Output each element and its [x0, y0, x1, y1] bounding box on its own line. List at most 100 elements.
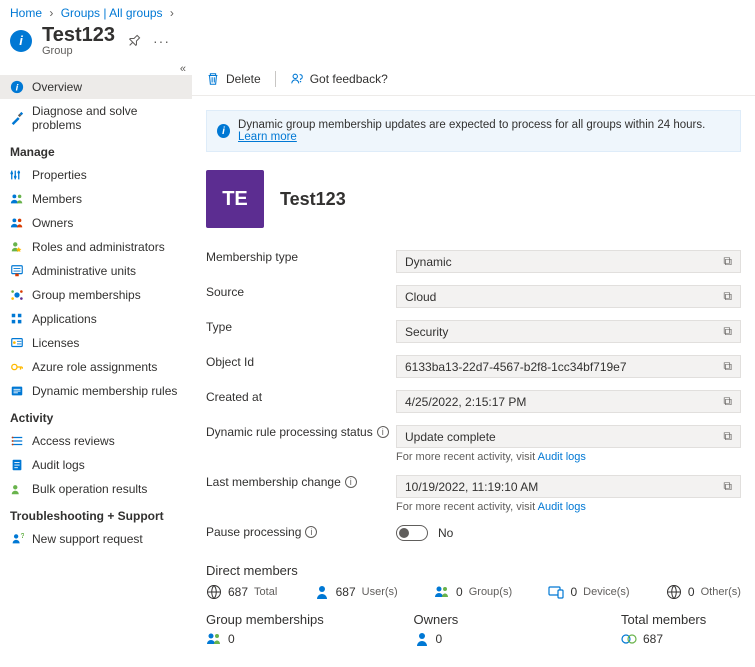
toolbar: Delete Got feedback?: [192, 63, 755, 96]
sidebar-item-bulk-results[interactable]: Bulk operation results: [0, 477, 192, 501]
sidebar-item-azure-roles[interactable]: Azure role assignments: [0, 355, 192, 379]
hint-icon[interactable]: i: [345, 476, 357, 488]
copy-icon[interactable]: ⧉: [723, 429, 732, 444]
banner-learn-more-link[interactable]: Learn more: [238, 131, 297, 143]
copy-icon[interactable]: ⧉: [723, 479, 732, 494]
sidebar-item-admin-units[interactable]: Administrative units: [0, 259, 192, 283]
dynamic-rules-icon: [10, 384, 24, 398]
sidebar-item-diagnose[interactable]: Diagnose and solve problems: [0, 99, 192, 137]
feedback-button[interactable]: Got feedback?: [290, 72, 388, 86]
group-icon: [434, 584, 450, 600]
field-value: 10/19/2022, 11:19:10 AM: [405, 480, 538, 494]
device-icon: [548, 584, 564, 600]
sidebar-item-properties[interactable]: Properties: [0, 163, 192, 187]
stat-devices[interactable]: 0 Device(s): [548, 584, 629, 600]
stat-count: 0: [570, 585, 577, 599]
field-value: Cloud: [405, 290, 436, 304]
sidebar: « i Overview Diagnose and solve problems…: [0, 63, 192, 667]
stat-users[interactable]: 687 User(s): [314, 584, 398, 600]
owners-icon: [10, 216, 24, 230]
copy-icon[interactable]: ⧉: [723, 289, 732, 304]
sidebar-item-label: Properties: [32, 168, 87, 182]
total-icon: [621, 631, 637, 647]
field-type: Type Security ⧉: [206, 314, 741, 349]
members-icon: [10, 192, 24, 206]
audit-logs-link[interactable]: Audit logs: [538, 501, 586, 513]
globe-icon: [206, 584, 222, 600]
field-value: 6133ba13-22d7-4567-b2f8-1cc34bf719e7: [405, 360, 627, 374]
sidebar-group-activity: Activity: [0, 403, 192, 429]
breadcrumb-sep-icon: ›: [170, 6, 174, 20]
toolbar-divider: [275, 71, 276, 87]
col-owners: Owners 0: [414, 612, 622, 647]
page-header: i Test123 Group ···: [0, 22, 755, 63]
field-label: Source: [206, 285, 396, 299]
col-number: 0: [228, 632, 235, 646]
sidebar-item-owners[interactable]: Owners: [0, 211, 192, 235]
pause-value: No: [438, 526, 453, 540]
collapse-sidebar-icon[interactable]: «: [0, 63, 192, 75]
info-icon: i: [217, 124, 230, 138]
audit-logs-link[interactable]: Audit logs: [538, 451, 586, 463]
field-note: For more recent activity, visit Audit lo…: [396, 451, 741, 463]
sidebar-item-licenses[interactable]: Licenses: [0, 331, 192, 355]
field-label: Created at: [206, 390, 396, 404]
sidebar-item-members[interactable]: Members: [0, 187, 192, 211]
field-label: Membership type: [206, 250, 396, 264]
stat-others[interactable]: 0 Other(s): [666, 584, 741, 600]
sidebar-item-access-reviews[interactable]: Access reviews: [0, 429, 192, 453]
col-group-memberships: Group memberships 0: [206, 612, 414, 647]
stat-total[interactable]: 687 Total: [206, 584, 277, 600]
copy-icon[interactable]: ⧉: [723, 394, 732, 409]
field-object-id: Object Id 6133ba13-22d7-4567-b2f8-1cc34b…: [206, 349, 741, 384]
globe-icon: [666, 584, 682, 600]
stat-label: Group(s): [469, 586, 512, 598]
field-source: Source Cloud ⧉: [206, 279, 741, 314]
group-header: TE Test123: [192, 170, 755, 244]
sidebar-item-label: Audit logs: [32, 458, 85, 472]
pin-icon[interactable]: [124, 31, 144, 51]
breadcrumb-groups[interactable]: Groups | All groups: [61, 6, 163, 20]
pause-toggle[interactable]: [396, 525, 428, 541]
breadcrumb-home[interactable]: Home: [10, 6, 42, 20]
sidebar-item-group-memberships[interactable]: Group memberships: [0, 283, 192, 307]
page-subtitle: Group: [42, 45, 115, 57]
field-value: 4/25/2022, 2:15:17 PM: [405, 395, 526, 409]
hint-icon[interactable]: i: [305, 526, 317, 538]
sidebar-item-roles[interactable]: Roles and administrators: [0, 235, 192, 259]
more-menu-icon[interactable]: ···: [153, 33, 170, 49]
delete-button[interactable]: Delete: [206, 72, 261, 86]
audit-logs-icon: [10, 458, 24, 472]
properties-icon: [10, 168, 24, 182]
col-value[interactable]: 0: [414, 631, 622, 647]
field-dynamic-status: Dynamic rule processing status i Update …: [206, 419, 741, 469]
field-last-change: Last membership change i 10/19/2022, 11:…: [206, 469, 741, 519]
sidebar-group-troubleshoot: Troubleshooting + Support: [0, 501, 192, 527]
direct-members-section: Direct members 687 Total 687 User(s): [192, 547, 755, 612]
stat-groups[interactable]: 0 Group(s): [434, 584, 512, 600]
stat-count: 687: [336, 585, 356, 599]
hint-icon[interactable]: i: [377, 426, 389, 438]
sidebar-item-audit-logs[interactable]: Audit logs: [0, 453, 192, 477]
field-label: Last membership change i: [206, 475, 396, 489]
access-reviews-icon: [10, 434, 24, 448]
sidebar-group-manage: Manage: [0, 137, 192, 163]
col-value[interactable]: 687: [621, 631, 741, 647]
sidebar-item-support-request[interactable]: ? New support request: [0, 527, 192, 551]
group-icon: [206, 631, 222, 647]
sidebar-item-dynamic-rules[interactable]: Dynamic membership rules: [0, 379, 192, 403]
sidebar-item-overview[interactable]: i Overview: [0, 75, 192, 99]
sidebar-item-applications[interactable]: Applications: [0, 307, 192, 331]
sidebar-item-label: New support request: [32, 532, 143, 546]
field-value-box: Cloud ⧉: [396, 285, 741, 308]
field-value: Security: [405, 325, 448, 339]
stat-label: Total: [254, 586, 277, 598]
col-value[interactable]: 0: [206, 631, 414, 647]
copy-icon[interactable]: ⧉: [723, 359, 732, 374]
sidebar-item-label: Dynamic membership rules: [32, 384, 177, 398]
copy-icon[interactable]: ⧉: [723, 254, 732, 269]
delete-label: Delete: [226, 72, 261, 86]
copy-icon[interactable]: ⧉: [723, 324, 732, 339]
sidebar-item-label: Roles and administrators: [32, 240, 165, 254]
info-banner: i Dynamic group membership updates are e…: [206, 110, 741, 152]
